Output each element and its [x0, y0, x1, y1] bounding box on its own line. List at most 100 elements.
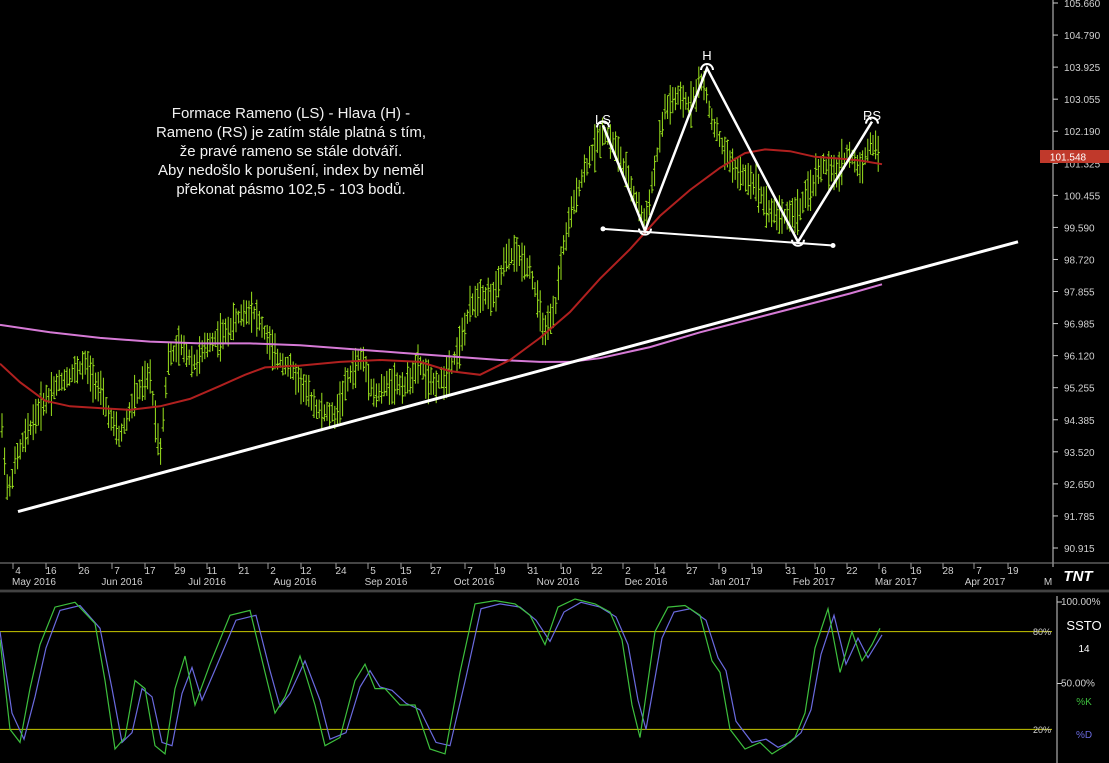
price-bar [346, 368, 350, 392]
price-bar [185, 342, 189, 368]
price-bar [538, 290, 542, 332]
price-bar [83, 350, 87, 375]
price-bar [710, 108, 714, 131]
price-bar [109, 409, 113, 431]
price-bar [224, 318, 228, 344]
x-day-label: 12 [300, 566, 312, 577]
y-tick-label: 96.985 [1064, 320, 1095, 331]
price-bar [112, 410, 116, 437]
price-bar [686, 96, 690, 113]
x-month-label: Nov 2016 [537, 577, 580, 588]
price-bar [16, 443, 20, 470]
price-bar [91, 358, 95, 403]
price-bar [562, 235, 566, 255]
price-bar [855, 154, 859, 177]
neckline-endpoint [830, 242, 836, 248]
price-bar [504, 243, 508, 272]
price-bar [34, 398, 38, 434]
price-bar [29, 420, 33, 435]
x-day-label: 7 [467, 566, 473, 577]
price-bar [554, 297, 558, 315]
price-bar [148, 359, 152, 394]
x-day-label: 4 [15, 566, 21, 577]
price-bar [369, 378, 373, 397]
price-bar [660, 111, 664, 137]
price-bar [512, 234, 516, 272]
price-bar [684, 91, 688, 110]
price-bar [650, 171, 654, 194]
price-bar [676, 85, 680, 105]
price-bar [247, 300, 251, 325]
price-bar [458, 325, 462, 369]
price-bar [824, 159, 828, 175]
price-bar [497, 266, 501, 298]
price-bar [211, 332, 215, 352]
price-bar [380, 374, 384, 404]
x-month-label: Jul 2016 [188, 577, 226, 588]
stoch-k-legend: %K [1076, 697, 1092, 708]
price-bar [5, 474, 9, 500]
price-bar [551, 295, 555, 329]
price-bar [86, 350, 90, 385]
annotation-line: překonat pásmo 102,5 - 103 bodů. [176, 181, 406, 198]
y-tick-label: 102.190 [1064, 127, 1101, 138]
price-bar [486, 277, 490, 310]
price-bar [590, 144, 594, 161]
stoch-param: 14 [1078, 644, 1090, 655]
price-bar [499, 265, 503, 285]
label-h: H [702, 48, 711, 63]
x-day-label: 5 [370, 566, 376, 577]
price-bar [494, 271, 498, 312]
x-day-label: 24 [335, 566, 347, 577]
price-bar [315, 399, 319, 419]
price-bar [387, 368, 391, 405]
price-bar [395, 372, 399, 395]
x-day-label: 27 [430, 566, 442, 577]
price-bar [151, 390, 155, 406]
price-bar [585, 158, 589, 176]
price-bar [580, 169, 584, 188]
price-bar [322, 404, 326, 422]
x-day-label: 6 [881, 566, 887, 577]
y-tick-label: 91.785 [1064, 512, 1095, 523]
stoch-y-label: 50.00% [1061, 679, 1095, 690]
price-bar [806, 171, 810, 211]
price-bar [299, 368, 303, 405]
price-bar [291, 361, 295, 380]
price-bar [777, 195, 781, 234]
price-bar [484, 287, 488, 305]
price-bar [567, 207, 571, 238]
price-bar [0, 413, 4, 438]
price-bar [861, 150, 865, 184]
price-bar [507, 238, 511, 270]
price-bar [42, 392, 46, 416]
price-bar [559, 246, 563, 280]
x-day-label: 22 [591, 566, 603, 577]
x-day-label: 29 [174, 566, 186, 577]
price-bar [751, 173, 755, 195]
price-bar [546, 305, 550, 340]
price-bar [541, 312, 545, 346]
price-bar [595, 125, 599, 153]
price-bar [169, 343, 173, 366]
price-bar [8, 476, 12, 497]
price-bar [257, 310, 261, 331]
price-bar [564, 222, 568, 251]
price-bar [416, 344, 420, 384]
price-bar [525, 257, 529, 278]
price-bar [239, 304, 243, 326]
head-shoulders-pattern [601, 65, 874, 245]
price-bar [663, 93, 667, 120]
stoch-d-line [0, 601, 883, 748]
x-month-label: M [1044, 577, 1052, 588]
x-day-label: 11 [207, 566, 218, 577]
price-bar [325, 401, 329, 421]
y-tick-label: 103.055 [1064, 95, 1101, 106]
price-bar [517, 245, 521, 267]
price-bar [341, 380, 345, 417]
price-bar [520, 242, 524, 282]
y-tick-label: 101.325 [1064, 159, 1101, 170]
price-bar [738, 155, 742, 191]
price-bar [213, 330, 217, 348]
